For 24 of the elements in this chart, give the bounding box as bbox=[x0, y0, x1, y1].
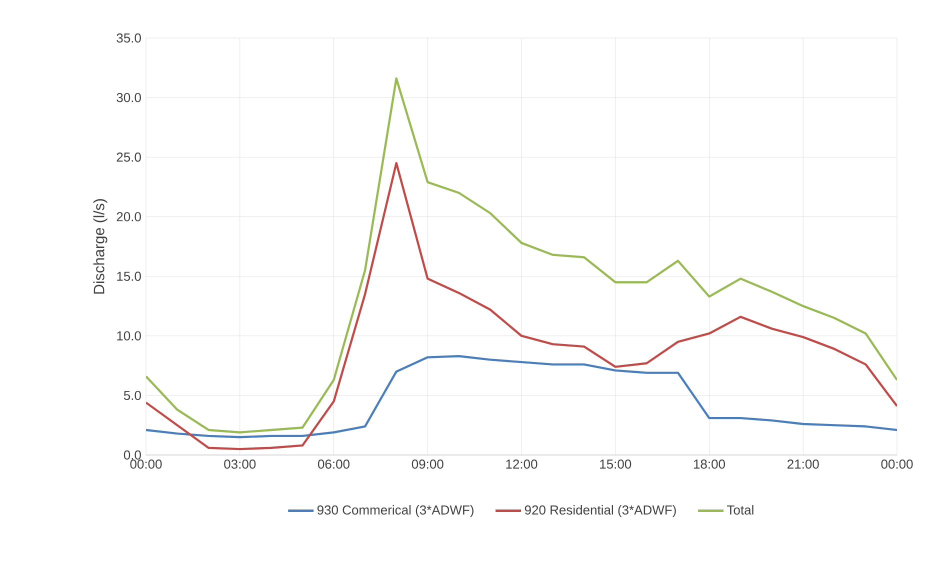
x-tick-label: 18:00 bbox=[694, 460, 726, 469]
y-tick-label: 5.0 bbox=[124, 390, 141, 400]
y-tick-label: 0.0 bbox=[124, 450, 141, 460]
y-tick-label: 35.0 bbox=[116, 33, 141, 43]
y-tick-label: 30.0 bbox=[116, 92, 141, 102]
x-tick-label: 03:00 bbox=[224, 460, 256, 469]
y-tick-label: 15.0 bbox=[117, 272, 141, 281]
x-tick-label: 06:00 bbox=[318, 460, 350, 469]
line-series bbox=[146, 162, 898, 450]
y-axis-title: Discharge (l/s) bbox=[93, 199, 108, 294]
x-tick-label: 15:00 bbox=[600, 460, 632, 469]
x-tick-label: 12:00 bbox=[506, 460, 538, 469]
line-series bbox=[146, 355, 898, 438]
y-tick-label: 20.0 bbox=[116, 212, 141, 222]
legend-label: 930 Commerical (3*ADWF) bbox=[317, 505, 474, 518]
legend-label: Total bbox=[727, 505, 754, 515]
legend-label: 920 Residential (3*ADWF) bbox=[524, 505, 676, 518]
x-tick-label: 00:00 bbox=[130, 460, 162, 469]
y-tick-label: 25.0 bbox=[116, 152, 141, 162]
x-tick-label: 09:00 bbox=[412, 460, 444, 469]
line-series bbox=[146, 77, 898, 434]
y-tick-label: 10.0 bbox=[117, 331, 141, 340]
x-tick-label: 21:00 bbox=[788, 460, 819, 469]
x-tick-label: 00:00 bbox=[881, 460, 913, 469]
